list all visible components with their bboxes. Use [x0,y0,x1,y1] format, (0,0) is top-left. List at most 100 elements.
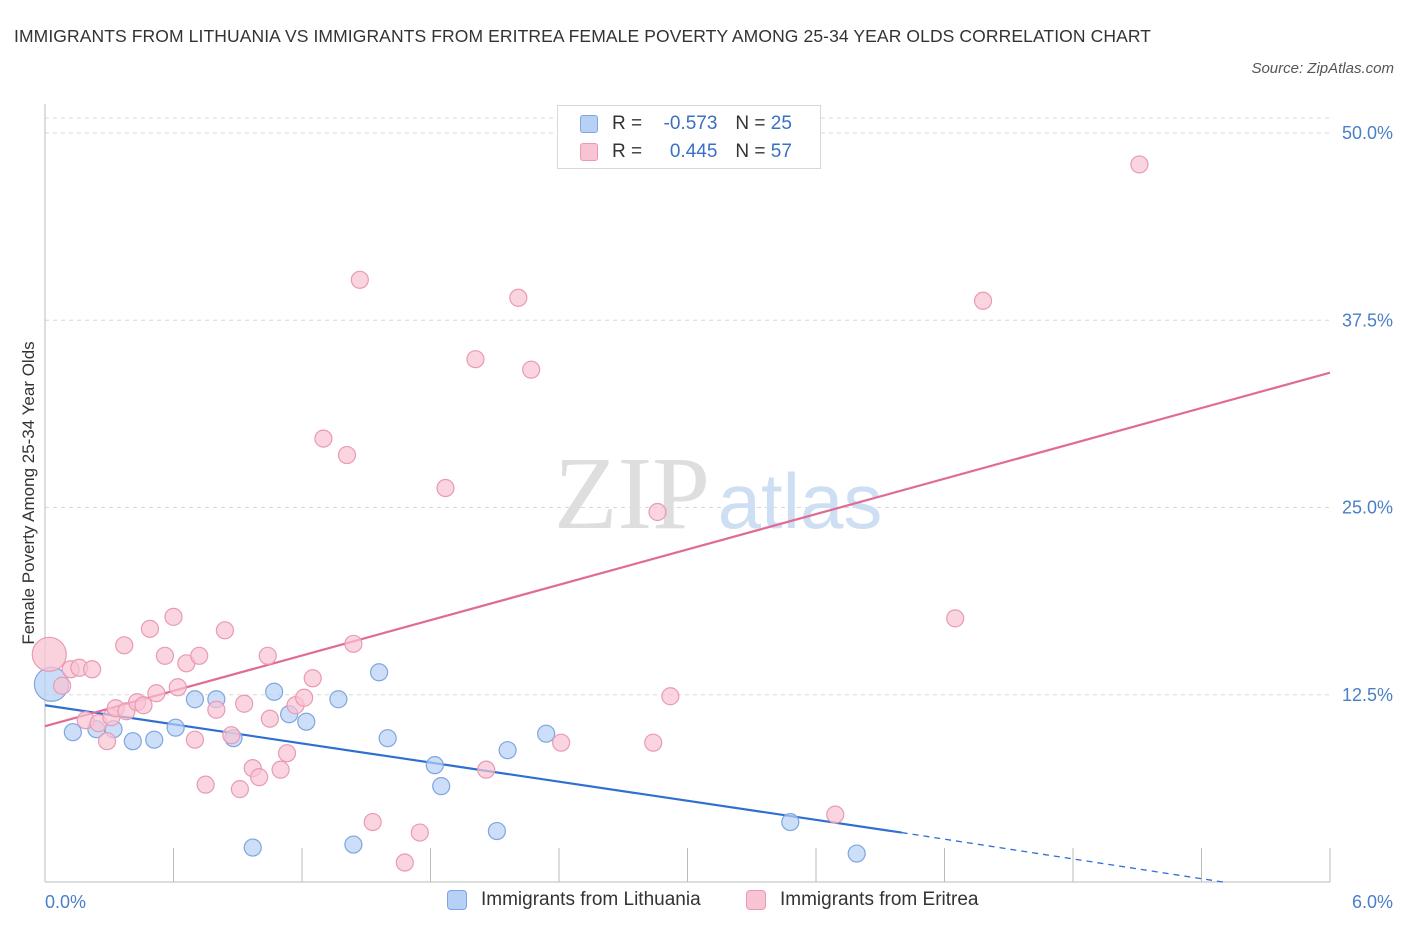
source-label: Source: ZipAtlas.com [1251,60,1394,77]
y-tick-label: 37.5% [1342,310,1393,330]
eritrea-point [410,823,429,842]
lithuania-point [243,838,262,857]
legend-item-lithuania[interactable]: Immigrants from Lithuania [447,889,701,911]
lithuania-point [265,682,284,701]
eritrea-point [115,636,134,655]
r-label: R = [612,113,643,134]
lithuania-point [63,723,82,742]
axes [44,104,1331,883]
lithuania-point [498,741,517,760]
chart-title: IMMIGRANTS FROM LITHUANIA VS IMMIGRANTS … [14,26,1152,46]
eritrea-point [395,853,414,872]
lithuania-point [166,718,185,737]
eritrea-point [260,709,279,728]
eritrea-point [509,288,528,307]
lithuania-point [781,812,800,832]
eritrea-point [337,445,357,465]
eritrea-point [168,678,187,697]
lithuania-legend-swatch [447,890,467,910]
lithuania-point [123,732,142,751]
r-label: R = [612,141,643,162]
eritrea-point [466,350,485,369]
eritrea-point [31,636,67,672]
tick-labels: 12.5% 25.0% 37.5% 50.0% 0.0% 6.0% [45,123,1393,912]
lithuania-trend-line [44,704,902,834]
lithuania-swatch [580,115,598,133]
eritrea-legend-swatch [746,890,766,910]
legend-row-lithuania: R = -0.573 N = 25 [580,111,792,137]
r-value-eritrea: 0.445 [669,141,718,162]
x-tick-label: 6.0% [1352,892,1393,912]
eritrea-point [98,732,117,751]
eritrea-point [363,812,382,832]
eritrea-point [230,780,249,799]
n-label: N = [735,141,766,162]
eritrea-point [190,646,209,665]
y-tick-label: 12.5% [1342,685,1393,705]
lithuania-point [344,835,363,854]
n-value-lithuania: 25 [770,113,792,134]
y-tick-label: 25.0% [1342,498,1393,518]
eritrea-point [140,619,160,638]
eritrea-point [207,700,226,719]
watermark-zip: ZIP [554,436,710,551]
lithuania-point [185,690,205,709]
lithuania-point [487,821,506,841]
eritrea-point [83,660,102,679]
r-value-lithuania: -0.573 [663,113,718,134]
eritrea-point [648,502,667,522]
eritrea-trend-line [44,371,1331,728]
eritrea-point [644,733,663,752]
n-value-eritrea: 57 [770,141,792,162]
lithuania-point [297,712,316,731]
eritrea-point [344,634,363,653]
watermark: ZIP atlas [554,436,882,551]
eritrea-point [134,696,153,715]
lithuania-point [370,663,389,682]
eritrea-point [295,688,314,707]
eritrea-point [973,291,993,310]
eritrea-point [147,684,166,703]
lithuania-point [425,756,444,775]
eritrea-point [826,805,845,824]
eritrea-point [164,607,183,626]
eritrea-point [314,429,333,448]
trend-lines [44,371,1331,883]
legend-item-eritrea[interactable]: Immigrants from Eritrea [746,889,978,911]
eritrea-point [235,694,254,713]
lithuania-point [847,844,866,863]
lithuania-point [378,729,397,748]
eritrea-point [258,646,277,665]
eritrea-point [271,760,290,779]
lithuania-trend-extension [901,831,1224,883]
lithuania-point [145,730,164,749]
legend-row-eritrea: R = 0.445 N = 57 [580,139,792,165]
eritrea-swatch [580,143,598,161]
lithuania-point [432,777,451,796]
lithuania-point [537,724,556,743]
gridlines [45,117,1330,696]
y-axis-label: Female Poverty Among 25-34 Year Olds [19,341,38,644]
eritrea-point [436,478,455,498]
eritrea-point [661,687,680,706]
eritrea-point [477,760,496,779]
eritrea-point [196,775,215,794]
eritrea-point [222,726,241,745]
legend-label-lithuania: Immigrants from Lithuania [481,889,701,910]
series-legend: Immigrants from Lithuania Immigrants fro… [0,889,1406,915]
eritrea-point [215,621,234,640]
stats-legend: R = -0.573 N = 25 R = 0.445 N = 57 [557,105,821,169]
n-label: N = [735,113,766,134]
eritrea-point [185,730,205,749]
eritrea-point [1130,155,1149,174]
lithuania-point [329,690,348,709]
eritrea-point [155,646,175,665]
x-tick-label: 0.0% [45,892,86,912]
watermark-atlas: atlas [718,457,883,545]
y-tick-label: 50.0% [1342,123,1393,143]
eritrea-point [522,360,541,379]
eritrea-point [946,609,965,628]
eritrea-point [552,733,571,752]
data-points [31,155,1149,872]
